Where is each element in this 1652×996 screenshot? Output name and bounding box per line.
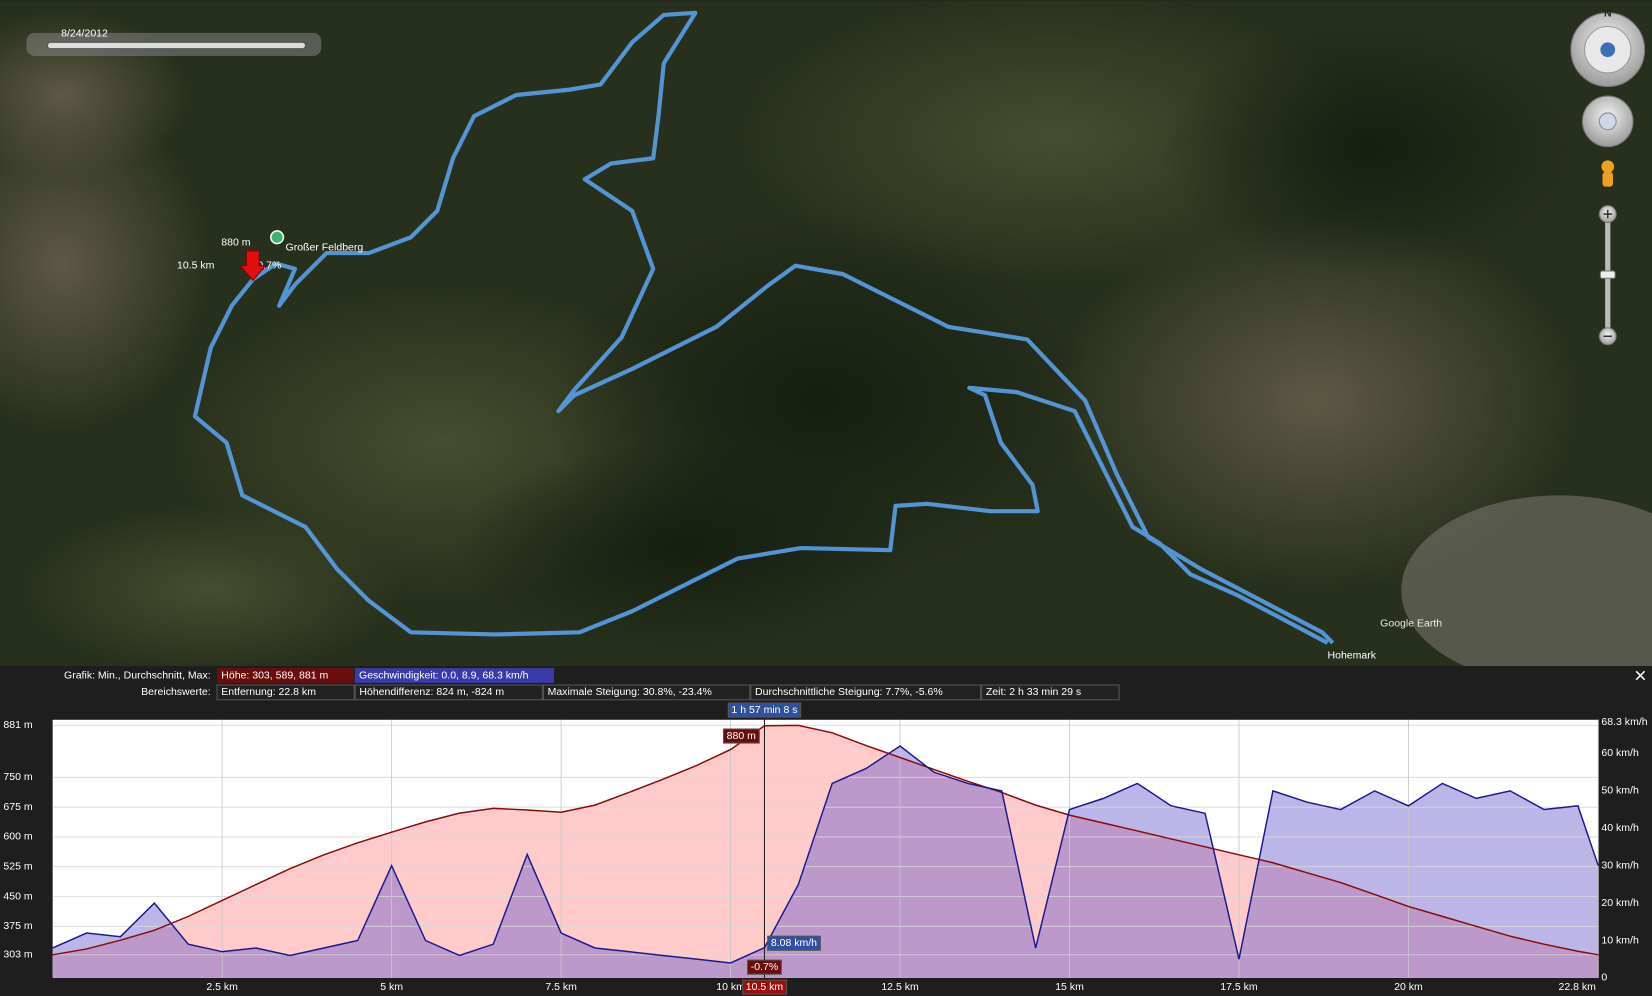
x-tick-label: 2.5 km	[206, 981, 238, 993]
y2-tick-label: 68.3 km/h	[1601, 716, 1647, 728]
summit-marker[interactable]	[269, 230, 285, 245]
series-fill	[52, 725, 1599, 978]
stat-box	[217, 668, 354, 683]
position-arrow	[239, 250, 267, 282]
timeline-date: 8/24/2012	[61, 28, 108, 40]
y-tick-label: 675 m	[3, 801, 32, 813]
terrain	[1053, 210, 1581, 591]
x-tick-label: 7.5 km	[545, 981, 577, 993]
place-label: Hohemark	[1328, 649, 1377, 661]
street-view-body	[1602, 171, 1614, 187]
look-eye	[1600, 42, 1616, 58]
cursor-label: 10.5 km	[746, 981, 784, 993]
stats: Höhe: 303, 589, 881 m Geschwindigkeit: 0.…	[216, 668, 1120, 701]
stat-box	[354, 668, 554, 683]
stat-value: Höhe: 303, 589, 881 m	[221, 669, 328, 681]
series-line	[52, 745, 1599, 964]
x-tick-label: 5 km	[380, 981, 403, 993]
y-tick-label: 303 m	[3, 949, 32, 961]
label-box	[747, 959, 782, 975]
cursor-elevation: 880 m	[221, 236, 250, 248]
stat-value: Maximale Steigung: 30.8%, -23.4%	[548, 686, 712, 698]
stat-value: Entfernung: 22.8 km	[221, 686, 316, 698]
y2-tick-label: 30 km/h	[1601, 859, 1639, 871]
label-box	[767, 935, 821, 951]
x-tick-label: 12.5 km	[881, 981, 919, 993]
cursor-label: 880 m	[727, 730, 756, 742]
stats-label: Bereichswerte:	[141, 686, 211, 698]
x-tick-label: 22.8 km	[1558, 981, 1596, 993]
label-box	[727, 702, 802, 718]
series-fill	[52, 746, 1599, 978]
stat-box	[216, 684, 355, 701]
x-tick-label: 10 km	[716, 981, 745, 993]
y-tick-label: 881 m	[3, 719, 32, 731]
y-tick-label: 375 m	[3, 920, 32, 932]
stat-value: Durchschnittliche Steigung: 7.7%, -5.6%	[755, 686, 943, 698]
stat-value: Zeit: 2 h 33 min 29 s	[986, 686, 1081, 698]
elevation-profile[interactable]: 303 m 375 m 450 m 525 m 600 m 675 m 750 m 881 m…	[3, 702, 1648, 995]
cursor-label: -0.7%	[751, 961, 778, 973]
cursor-distance: 10.5 km	[177, 259, 215, 271]
x-tick-label: 17.5 km	[1220, 981, 1258, 993]
y-tick-label: 600 m	[3, 831, 32, 843]
timeline-track[interactable]	[46, 41, 307, 50]
logo: Google Earth	[1380, 618, 1442, 630]
close-button[interactable]	[1635, 670, 1646, 681]
y2-tick-label: 40 km/h	[1601, 822, 1639, 834]
stats-label: Grafik: Min., Durchschnitt, Max:	[64, 669, 211, 681]
move-hand	[1598, 112, 1617, 131]
town	[1401, 495, 1652, 667]
zoom-thumb[interactable]	[1599, 270, 1616, 279]
terrain	[21, 505, 401, 667]
terrain	[0, 95, 211, 433]
y2-tick-label: 20 km/h	[1601, 897, 1639, 909]
cursor-label: 1 h 57 min 8 s	[731, 704, 797, 716]
stat-box	[542, 684, 751, 701]
stat-value: Geschwindigkeit: 0.0, 8.9, 68.3 km/h	[359, 669, 529, 681]
y2-tick-label: 10 km/h	[1601, 934, 1639, 946]
terrain	[453, 442, 917, 654]
y2-tick-label: 50 km/h	[1601, 785, 1639, 797]
map[interactable]: Großer Feldberg 880 m 10.5 km -0.7% Hohe…	[0, 0, 1652, 685]
cursor-label: 8.08 km/h	[771, 937, 817, 949]
series-line	[52, 724, 1599, 956]
stat-box	[981, 684, 1120, 701]
stat-value: Höhendifferenz: 824 m, -824 m	[359, 686, 504, 698]
street-view[interactable]	[1601, 160, 1615, 173]
track[interactable]	[192, 10, 1335, 645]
y-tick-label: 450 m	[3, 890, 32, 902]
x-tick-label: 15 km	[1055, 981, 1084, 993]
y-tick-label: 750 m	[3, 771, 32, 783]
compass-north: N	[1604, 8, 1612, 20]
terrain	[1158, 21, 1581, 275]
label-box	[742, 979, 788, 995]
x-tick-label: 20 km	[1394, 981, 1423, 993]
stat-box	[750, 684, 982, 701]
label-box	[722, 728, 760, 744]
y2-tick-label: 0	[1601, 972, 1607, 984]
y2-tick-label: 60 km/h	[1601, 747, 1639, 759]
place-label: Großer Feldberg	[286, 242, 364, 254]
y-tick-label: 525 m	[3, 860, 32, 872]
stat-box	[354, 684, 543, 701]
